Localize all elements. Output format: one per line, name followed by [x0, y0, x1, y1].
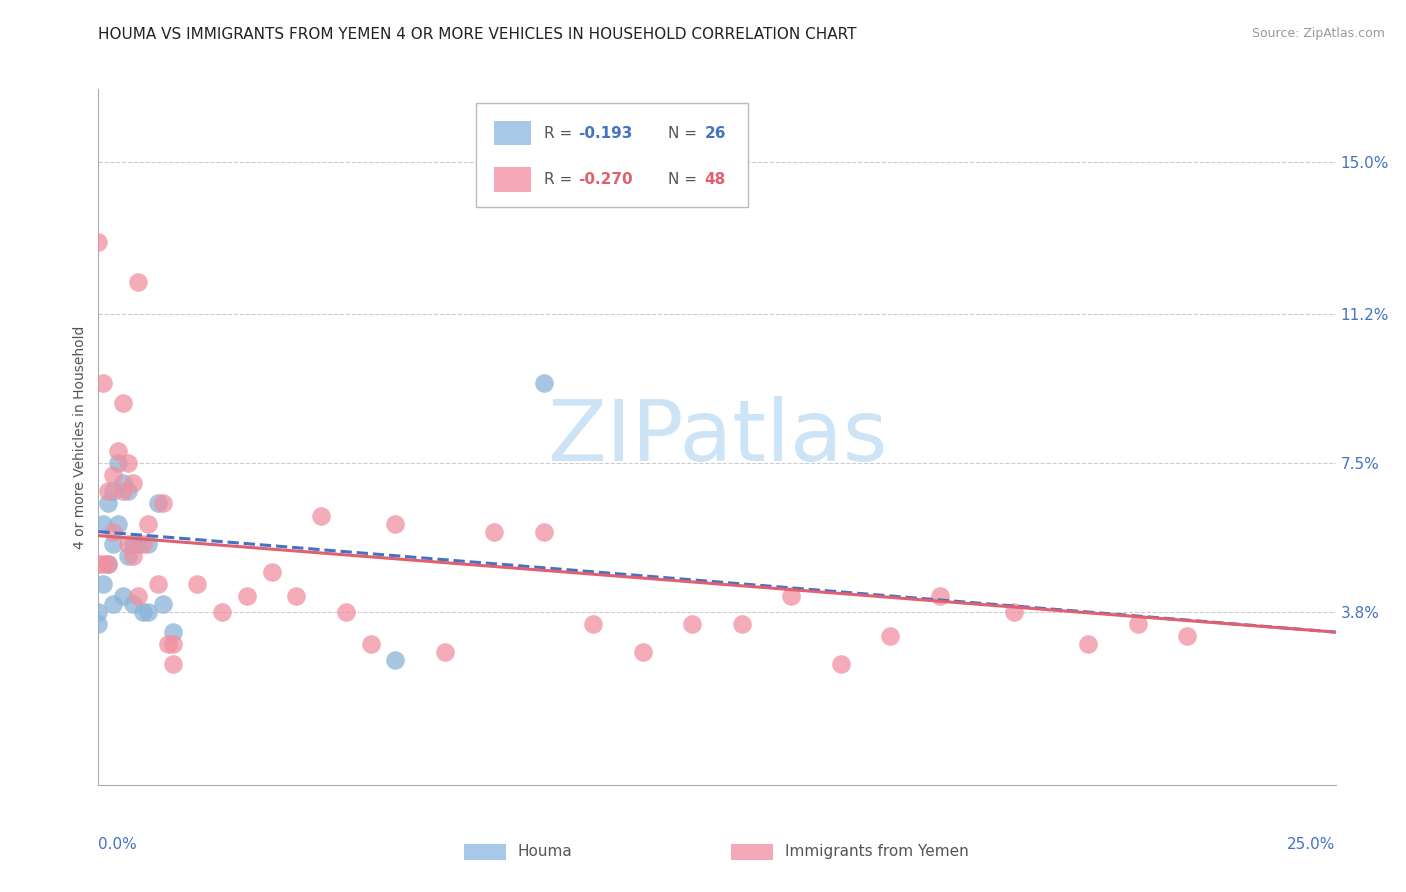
- Point: [127, 589, 149, 603]
- Point: [384, 653, 406, 667]
- Point: [122, 549, 145, 563]
- Point: [103, 597, 125, 611]
- Text: N =: N =: [668, 126, 702, 141]
- Point: [103, 524, 125, 539]
- Point: [162, 657, 184, 672]
- Point: [122, 597, 145, 611]
- Text: HOUMA VS IMMIGRANTS FROM YEMEN 4 OR MORE VEHICLES IN HOUSEHOLD CORRELATION CHART: HOUMA VS IMMIGRANTS FROM YEMEN 4 OR MORE…: [98, 27, 856, 42]
- Text: ZIPatlas: ZIPatlas: [547, 395, 887, 479]
- Point: [122, 536, 145, 550]
- Point: [162, 637, 184, 651]
- Point: [681, 617, 703, 632]
- Point: [132, 605, 155, 619]
- Point: [533, 376, 555, 390]
- Point: [93, 557, 115, 571]
- Text: N =: N =: [668, 172, 702, 187]
- Point: [152, 597, 174, 611]
- Point: [631, 645, 654, 659]
- Text: 26: 26: [704, 126, 725, 141]
- Point: [1126, 617, 1149, 632]
- Text: 0.0%: 0.0%: [98, 838, 138, 852]
- FancyBboxPatch shape: [475, 103, 748, 208]
- Point: [117, 549, 139, 563]
- Point: [156, 637, 179, 651]
- Point: [127, 275, 149, 289]
- Point: [93, 577, 115, 591]
- Point: [731, 617, 754, 632]
- Point: [103, 468, 125, 483]
- Point: [928, 589, 950, 603]
- Point: [211, 605, 233, 619]
- Point: [87, 557, 110, 571]
- Point: [533, 524, 555, 539]
- Point: [97, 557, 120, 571]
- Point: [1175, 629, 1198, 643]
- Point: [1077, 637, 1099, 651]
- Point: [112, 396, 135, 410]
- Point: [112, 484, 135, 499]
- Point: [236, 589, 259, 603]
- Point: [87, 235, 110, 249]
- Point: [830, 657, 852, 672]
- Bar: [495, 168, 531, 192]
- Point: [112, 476, 135, 491]
- Point: [93, 376, 115, 390]
- Bar: [495, 120, 531, 145]
- Point: [136, 605, 159, 619]
- Text: R =: R =: [544, 172, 576, 187]
- Text: Source: ZipAtlas.com: Source: ZipAtlas.com: [1251, 27, 1385, 40]
- Point: [136, 516, 159, 531]
- Point: [127, 536, 149, 550]
- Point: [87, 605, 110, 619]
- Point: [132, 536, 155, 550]
- Point: [780, 589, 803, 603]
- Point: [97, 496, 120, 510]
- Point: [146, 577, 169, 591]
- Text: Immigrants from Yemen: Immigrants from Yemen: [785, 845, 969, 859]
- Point: [879, 629, 901, 643]
- Text: R =: R =: [544, 126, 576, 141]
- Point: [162, 625, 184, 640]
- Point: [107, 516, 129, 531]
- Point: [117, 456, 139, 470]
- Point: [107, 444, 129, 458]
- Point: [152, 496, 174, 510]
- Point: [103, 484, 125, 499]
- Point: [112, 589, 135, 603]
- Y-axis label: 4 or more Vehicles in Household: 4 or more Vehicles in Household: [73, 326, 87, 549]
- Point: [97, 557, 120, 571]
- Point: [360, 637, 382, 651]
- Point: [117, 484, 139, 499]
- Point: [285, 589, 308, 603]
- Point: [122, 476, 145, 491]
- Text: Houma: Houma: [517, 845, 572, 859]
- Text: 25.0%: 25.0%: [1288, 838, 1336, 852]
- Point: [146, 496, 169, 510]
- Point: [335, 605, 357, 619]
- Point: [93, 516, 115, 531]
- Point: [1002, 605, 1025, 619]
- Point: [433, 645, 456, 659]
- Point: [309, 508, 332, 523]
- Point: [484, 524, 506, 539]
- Point: [107, 456, 129, 470]
- Point: [97, 484, 120, 499]
- Point: [136, 536, 159, 550]
- Point: [384, 516, 406, 531]
- Text: -0.270: -0.270: [578, 172, 633, 187]
- Text: 48: 48: [704, 172, 725, 187]
- Point: [103, 536, 125, 550]
- Text: -0.193: -0.193: [578, 126, 633, 141]
- Point: [117, 536, 139, 550]
- Point: [87, 617, 110, 632]
- Point: [582, 617, 605, 632]
- Point: [186, 577, 208, 591]
- Point: [260, 565, 283, 579]
